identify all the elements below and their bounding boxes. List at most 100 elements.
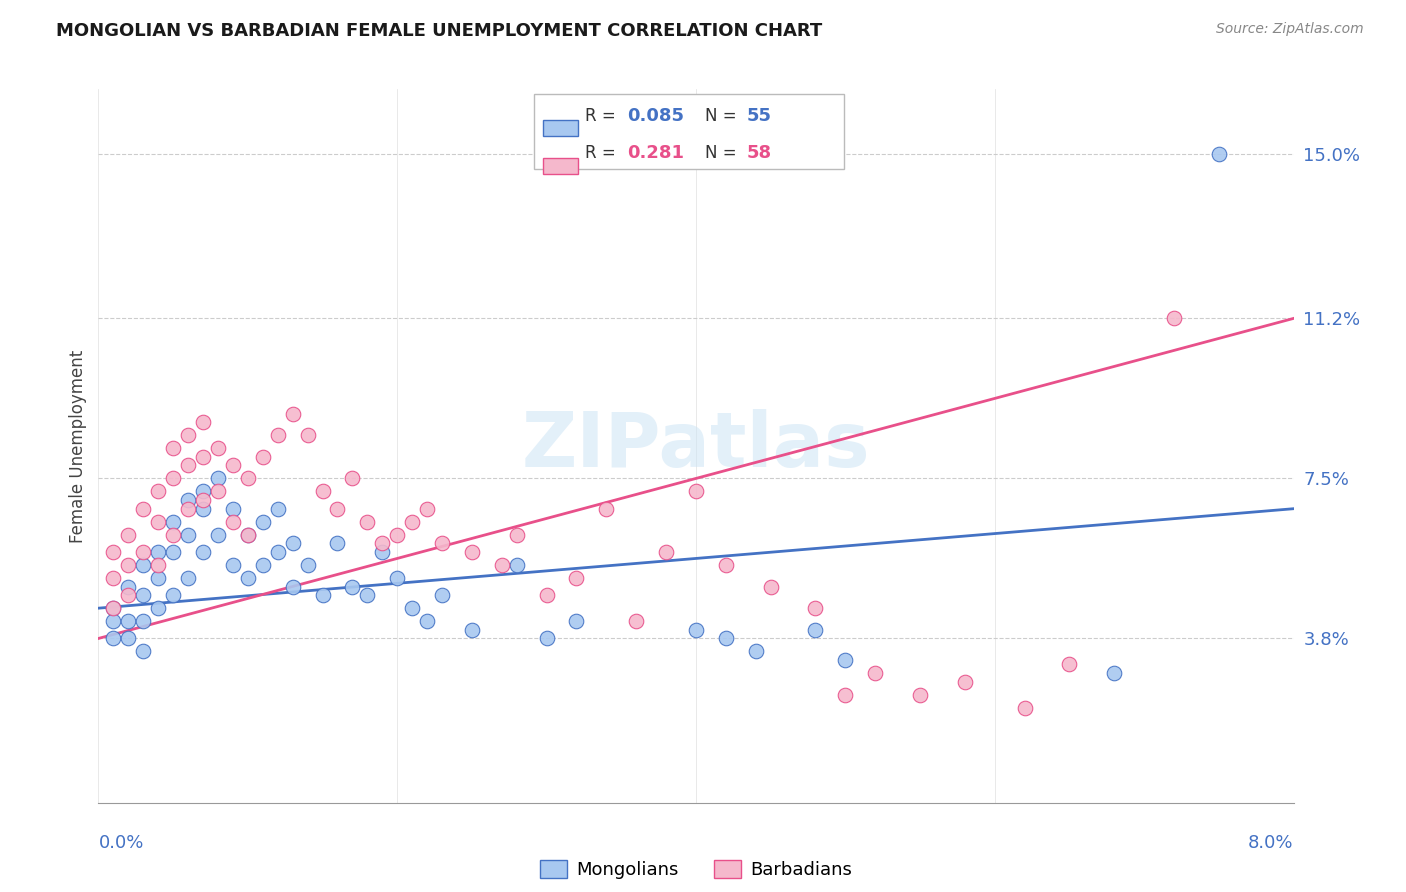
Legend: Mongolians, Barbadians: Mongolians, Barbadians xyxy=(533,853,859,887)
Point xyxy=(103,571,125,585)
Point xyxy=(416,614,439,628)
Point xyxy=(207,471,229,485)
Y-axis label: Female Unemployment: Female Unemployment xyxy=(69,350,87,542)
Point xyxy=(506,558,529,572)
Point xyxy=(191,493,214,508)
Point xyxy=(252,450,274,464)
Point xyxy=(430,588,453,602)
Point xyxy=(177,458,200,473)
Point xyxy=(177,501,200,516)
Point xyxy=(834,653,856,667)
Point xyxy=(132,558,155,572)
Point xyxy=(863,666,886,681)
Point xyxy=(162,527,184,541)
Point xyxy=(236,471,259,485)
Point xyxy=(267,545,290,559)
Point xyxy=(222,501,245,516)
Point xyxy=(714,558,737,572)
Point xyxy=(103,632,125,646)
Text: R =: R = xyxy=(585,144,621,161)
Text: 0.281: 0.281 xyxy=(627,144,685,161)
Point xyxy=(804,601,827,615)
Point xyxy=(148,545,170,559)
Point xyxy=(177,428,200,442)
Text: 0.0%: 0.0% xyxy=(98,834,143,852)
Point xyxy=(162,545,184,559)
Point xyxy=(236,527,259,541)
Text: MONGOLIAN VS BARBADIAN FEMALE UNEMPLOYMENT CORRELATION CHART: MONGOLIAN VS BARBADIAN FEMALE UNEMPLOYME… xyxy=(56,22,823,40)
Point xyxy=(385,571,409,585)
Point xyxy=(103,545,125,559)
Point xyxy=(222,458,245,473)
Point xyxy=(326,536,349,550)
Point xyxy=(117,527,139,541)
Text: 8.0%: 8.0% xyxy=(1249,834,1294,852)
Point xyxy=(117,580,139,594)
Point xyxy=(162,588,184,602)
Point xyxy=(148,601,170,615)
Point xyxy=(252,515,274,529)
Point xyxy=(565,571,588,585)
Point xyxy=(536,588,558,602)
Point xyxy=(342,471,364,485)
Point xyxy=(326,501,349,516)
Point xyxy=(342,580,364,594)
Point xyxy=(416,501,439,516)
Point xyxy=(252,558,274,572)
Text: ZIPatlas: ZIPatlas xyxy=(522,409,870,483)
Text: 58: 58 xyxy=(747,144,772,161)
Point xyxy=(685,623,707,637)
Point xyxy=(177,571,200,585)
Point xyxy=(132,644,155,658)
Point xyxy=(1102,666,1125,681)
Point xyxy=(103,614,125,628)
Point xyxy=(401,515,423,529)
Point xyxy=(117,588,139,602)
Point xyxy=(117,632,139,646)
Point xyxy=(207,484,229,499)
Point xyxy=(624,614,647,628)
Text: N =: N = xyxy=(704,107,741,126)
Text: R =: R = xyxy=(585,107,621,126)
Point xyxy=(236,571,259,585)
Point xyxy=(371,536,394,550)
Point xyxy=(356,515,378,529)
Point xyxy=(162,515,184,529)
Point xyxy=(759,580,782,594)
Point xyxy=(834,688,856,702)
Point xyxy=(117,614,139,628)
Point xyxy=(148,484,170,499)
Point xyxy=(177,493,200,508)
Point xyxy=(222,515,245,529)
Point xyxy=(177,527,200,541)
Point xyxy=(162,441,184,455)
Point xyxy=(655,545,678,559)
Point xyxy=(281,536,304,550)
Text: Source: ZipAtlas.com: Source: ZipAtlas.com xyxy=(1216,22,1364,37)
Point xyxy=(595,501,617,516)
Point xyxy=(162,471,184,485)
Point xyxy=(267,501,290,516)
Point xyxy=(281,580,304,594)
Point xyxy=(191,545,214,559)
Point xyxy=(804,623,827,637)
Point xyxy=(191,450,214,464)
Point xyxy=(297,428,319,442)
Point xyxy=(117,558,139,572)
Text: N =: N = xyxy=(704,144,741,161)
Point xyxy=(132,545,155,559)
Point xyxy=(148,558,170,572)
Point xyxy=(236,527,259,541)
Point xyxy=(745,644,768,658)
Point xyxy=(267,428,290,442)
Point xyxy=(536,632,558,646)
Text: 0.085: 0.085 xyxy=(627,107,685,126)
Point xyxy=(148,571,170,585)
Point xyxy=(461,623,484,637)
Point xyxy=(356,588,378,602)
Point xyxy=(103,601,125,615)
Point xyxy=(222,558,245,572)
Point xyxy=(132,501,155,516)
Point xyxy=(191,415,214,429)
Point xyxy=(103,601,125,615)
